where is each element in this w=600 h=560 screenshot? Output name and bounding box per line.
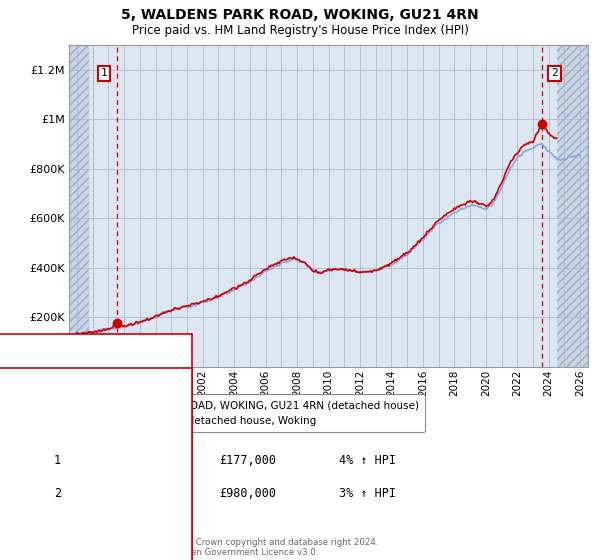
Text: 1: 1 [101,68,107,78]
Text: 1: 1 [54,454,61,467]
Text: 19-JUL-1996: 19-JUL-1996 [87,454,166,467]
Text: 5, WALDENS PARK ROAD, WOKING, GU21 4RN: 5, WALDENS PARK ROAD, WOKING, GU21 4RN [121,8,479,22]
Text: £177,000: £177,000 [219,454,276,467]
Text: 28-JUL-2023: 28-JUL-2023 [87,487,166,501]
Text: 2: 2 [54,487,61,501]
Text: 4% ↑ HPI: 4% ↑ HPI [339,454,396,467]
Text: Price paid vs. HM Land Registry's House Price Index (HPI): Price paid vs. HM Land Registry's House … [131,24,469,37]
Text: Contains HM Land Registry data © Crown copyright and database right 2024.
This d: Contains HM Land Registry data © Crown c… [43,538,379,557]
Text: 3% ↑ HPI: 3% ↑ HPI [339,487,396,501]
Text: £980,000: £980,000 [219,487,276,501]
Legend: 5, WALDENS PARK ROAD, WOKING, GU21 4RN (detached house), HPI: Average price, det: 5, WALDENS PARK ROAD, WOKING, GU21 4RN (… [47,394,425,432]
Text: 2: 2 [551,68,558,78]
